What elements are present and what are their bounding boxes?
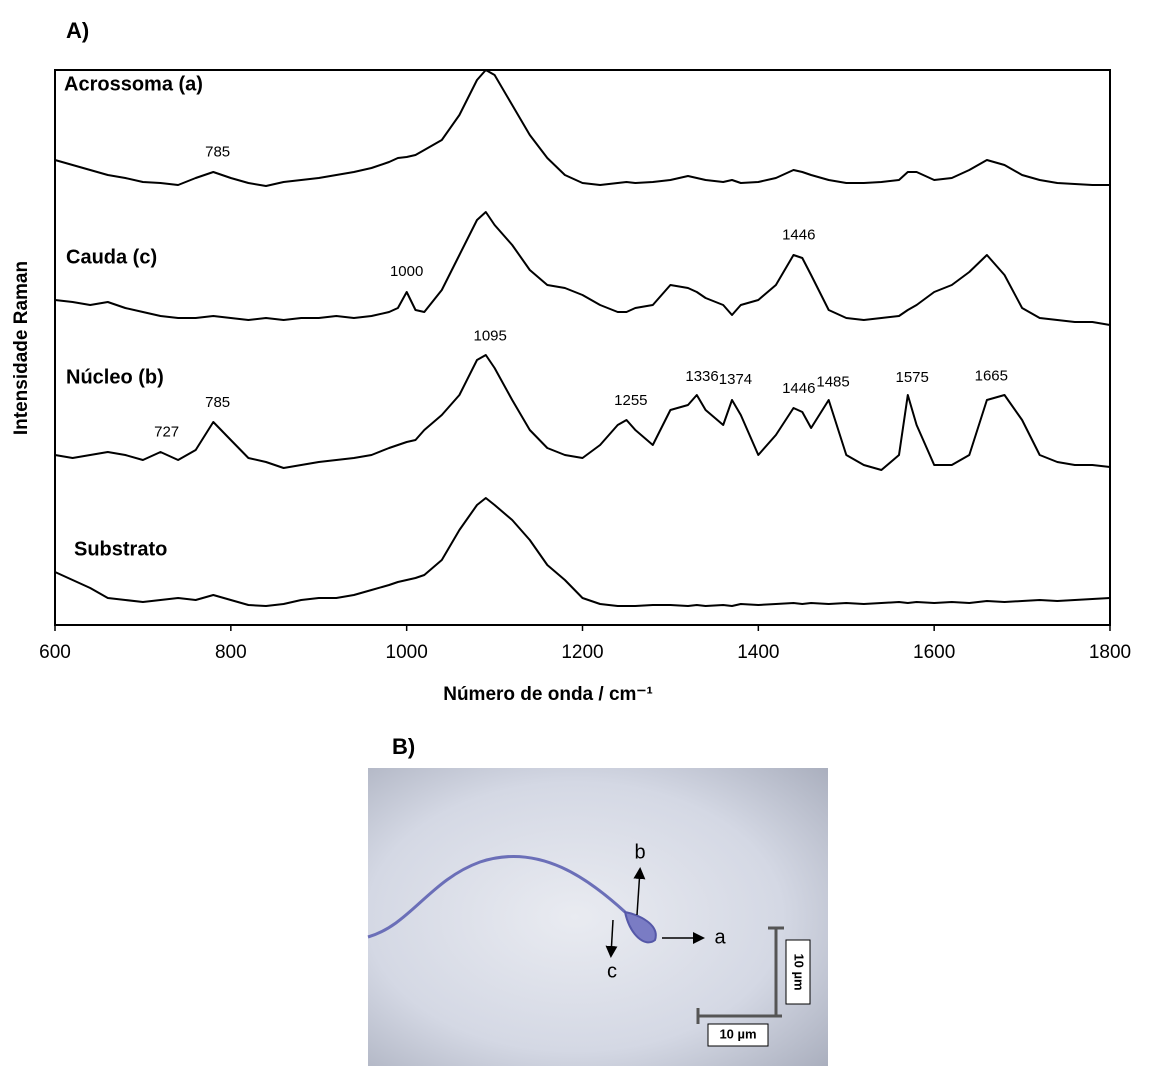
peak-label: 1095	[474, 327, 507, 344]
panel-label: B)	[392, 734, 415, 759]
x-axis-title: Número de onda / cm⁻¹	[443, 684, 653, 705]
scale-label: 10 µm	[719, 1026, 756, 1041]
point-label: a	[714, 926, 726, 948]
x-tick-label: 600	[39, 642, 71, 663]
scale-box	[707, 1023, 769, 1047]
x-tick-label: 800	[215, 642, 247, 663]
peak-label: 1255	[614, 392, 647, 409]
x-tick-label: 1600	[913, 642, 955, 663]
scale-label: 10 µm	[792, 953, 807, 990]
peak-label: 1336	[685, 368, 718, 385]
spectrum-line	[54, 211, 1111, 326]
spectrum-line	[54, 354, 1111, 471]
series-label: Acrossoma (a)	[64, 73, 203, 95]
x-tick-label: 1800	[1089, 642, 1131, 663]
peak-label: 1575	[896, 369, 929, 386]
series-label: Núcleo (b)	[66, 366, 164, 388]
scale-box	[785, 939, 811, 1005]
point-label: b	[634, 841, 645, 863]
micrograph: a b c 10 µm 10 µm	[367, 768, 828, 1066]
peak-label: 1665	[975, 368, 1008, 385]
sperm-tail	[367, 855, 627, 939]
x-tick-label: 1200	[561, 642, 603, 663]
micrograph-background	[368, 768, 828, 1066]
series-label: Cauda (c)	[66, 246, 157, 268]
peak-label: 1000	[390, 263, 423, 280]
arrow	[605, 919, 618, 958]
point-label: c	[607, 960, 617, 982]
peak-label: 1446	[782, 227, 815, 244]
arrow	[633, 867, 646, 916]
sperm-head	[623, 910, 657, 944]
peak-label: 785	[205, 394, 230, 411]
peak-label: 1374	[719, 371, 752, 388]
spectrum-line	[54, 69, 1110, 187]
scale-bar	[696, 926, 784, 1024]
series-label: Substrato	[74, 538, 167, 560]
peak-label: 1446	[782, 380, 815, 397]
x-tick-label: 1000	[386, 642, 428, 663]
peak-label: 1485	[816, 374, 849, 391]
peak-label: 727	[154, 423, 179, 440]
peak-label: 785	[205, 143, 230, 160]
y-axis-title: Intensidade Raman	[11, 261, 32, 435]
spectrum-line	[54, 497, 1111, 607]
x-tick-label: 1400	[737, 642, 779, 663]
panel-label: A)	[66, 18, 89, 43]
